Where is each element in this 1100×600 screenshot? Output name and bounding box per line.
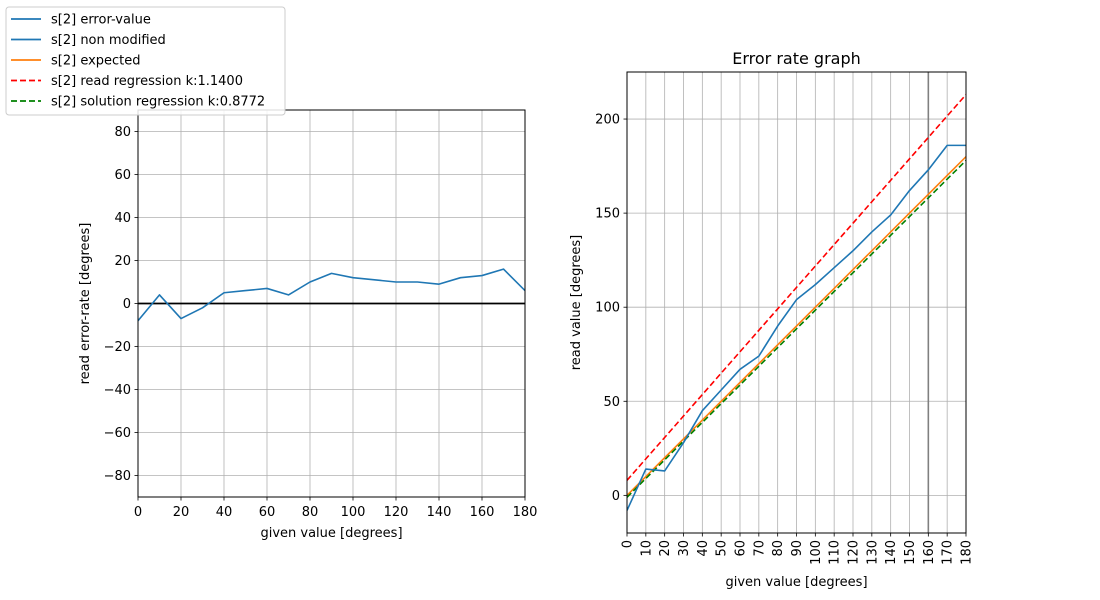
right-y-tick-label: 0	[612, 489, 620, 504]
right-x-tick-label: 160	[922, 540, 937, 565]
right-y-axis-label: read value [degrees]	[569, 235, 584, 371]
legend-label: s[2] non modified	[51, 33, 166, 48]
legend-label: s[2] expected	[51, 54, 141, 69]
legend-box	[5, 6, 286, 116]
right-plot-lines	[627, 72, 966, 533]
right-x-tick-label: 150	[903, 540, 918, 565]
right-x-tick-label: 20	[658, 540, 673, 557]
left-x-tick-label: 160	[470, 505, 495, 520]
right-series-s-2-read-regression-k-1-1400	[627, 94, 966, 481]
right-x-tick-label: 130	[865, 540, 880, 565]
right-chart-title: Error rate graph	[732, 49, 861, 68]
right-x-tick-label: 60	[734, 540, 749, 557]
left-y-tick-label: −60	[104, 426, 131, 441]
right-x-tick-label: 170	[941, 540, 956, 565]
left-series-s-2-error-value	[138, 268, 525, 322]
legend-label: s[2] read regression k:1.1400	[51, 74, 243, 89]
right-x-tick-label: 110	[828, 540, 843, 565]
left-y-axis-label: read error-rate [degrees]	[78, 223, 93, 385]
left-x-tick-label: 20	[173, 505, 190, 520]
left-x-tick-label: 40	[216, 505, 233, 520]
left-axes: 0 20 40 60 80 100 120 140 160 180 −80 −60 −40 −20 0 20 4…	[78, 109, 538, 541]
right-x-tick-label: 30	[677, 540, 692, 557]
right-x-tick-label: 40	[696, 540, 711, 557]
right-x-tick-label: 10	[639, 540, 654, 557]
left-y-tick-label: 40	[114, 211, 131, 226]
right-x-tick-label: 70	[752, 540, 767, 557]
legend: s[2] error-value s[2] non modified s[2] ex…	[5, 6, 286, 116]
left-x-tick-label: 80	[302, 505, 319, 520]
left-x-tick-label: 100	[341, 505, 366, 520]
right-x-tick-label: 120	[847, 540, 862, 565]
left-x-tick-label: 60	[259, 505, 276, 520]
right-x-tick-label: 90	[790, 540, 805, 557]
left-y-tick-label: −40	[104, 383, 131, 398]
right-axes-frame	[626, 71, 967, 534]
right-axes: 0 10 20 30 40 50 60 70 80 90 100 110 120 130 140 150 160…	[569, 49, 975, 590]
legend-entries: s[2] error-value s[2] non modified s[2] ex…	[11, 13, 265, 110]
legend-label: s[2] error-value	[51, 13, 151, 28]
right-y-tick-label: 50	[603, 395, 620, 410]
left-x-tick-label: 120	[384, 505, 409, 520]
right-series-s-2-non-modified	[627, 144, 966, 511]
right-series-group	[627, 72, 966, 533]
left-x-axis-label: given value [degrees]	[260, 526, 402, 541]
left-axes-frame	[137, 109, 526, 498]
left-x-tick-label: 0	[134, 505, 142, 520]
right-x-tick-label: 180	[960, 540, 975, 565]
left-x-tick-label: 140	[427, 505, 452, 520]
left-y-tick-label: −20	[104, 340, 131, 355]
right-x-axis-label: given value [degrees]	[725, 575, 867, 590]
left-y-tick-label: 60	[114, 168, 131, 183]
right-y-tick-label: 150	[595, 207, 620, 222]
right-series-s-2-solution-regression-k-0-8772	[627, 159, 966, 498]
right-x-tick-label: 80	[771, 540, 786, 557]
right-x-tick-label: 0	[621, 540, 636, 548]
right-x-tick-label: 100	[809, 540, 824, 565]
left-y-tick-label: −80	[104, 469, 131, 484]
right-y-tick-label: 100	[595, 301, 620, 316]
left-y-tick-label: 80	[114, 125, 131, 140]
left-x-tick-label: 180	[513, 505, 538, 520]
right-series-s-2-expected	[627, 156, 966, 496]
left-plot-lines	[138, 268, 525, 322]
left-series-group	[138, 268, 525, 322]
right-x-tick-label: 50	[715, 540, 730, 557]
left-y-tick-label: 0	[123, 297, 131, 312]
left-ticks: 0 20 40 60 80 100 120 140 160 180 −80 −60 −40 −20 0 20 4…	[104, 125, 538, 520]
right-ticks: 0 10 20 30 40 50 60 70 80 90 100 110 120 130 140 150 160…	[595, 113, 974, 565]
right-y-tick-label: 200	[595, 113, 620, 128]
legend-label: s[2] solution regression k:0.8772	[51, 95, 265, 110]
left-y-tick-label: 20	[114, 254, 131, 269]
right-x-tick-label: 140	[884, 540, 899, 565]
